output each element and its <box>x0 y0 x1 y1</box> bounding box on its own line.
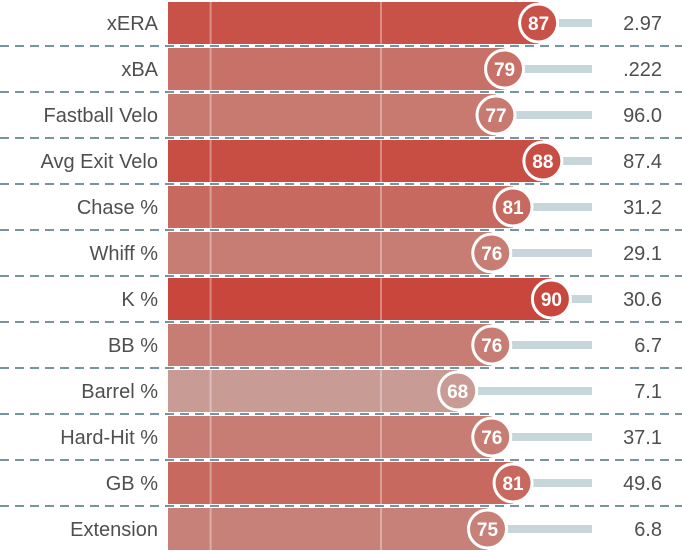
percentile-label: 68 <box>447 382 468 403</box>
stat-value: 2.97 <box>623 13 662 35</box>
category-label: Chase % <box>77 197 158 219</box>
percentile-track <box>496 111 592 119</box>
category-label: Extension <box>70 519 158 541</box>
percentile-track <box>457 387 592 395</box>
percentile-marker <box>475 94 517 136</box>
percentile-marker <box>471 232 513 274</box>
category-label: Whiff % <box>89 243 158 265</box>
stat-value: 37.1 <box>623 427 662 449</box>
percentile-bar <box>168 48 505 90</box>
percentile-label: 77 <box>485 106 506 127</box>
percentile-marker <box>437 370 479 412</box>
percentile-label: 79 <box>494 60 515 81</box>
percentile-track <box>487 525 592 533</box>
percentile-bar <box>168 508 488 550</box>
stat-value: 96.0 <box>623 105 662 127</box>
percentile-track <box>513 203 592 211</box>
category-label: Hard-Hit % <box>60 427 158 449</box>
stat-value: 7.1 <box>634 381 662 403</box>
percentile-label: 76 <box>481 428 502 449</box>
percentile-bar <box>168 186 514 228</box>
stat-value: 6.7 <box>634 335 662 357</box>
percentile-marker <box>471 324 513 366</box>
percentile-track <box>504 65 592 73</box>
percentile-track <box>513 479 592 487</box>
category-label: Barrel % <box>81 381 158 403</box>
category-label: K % <box>121 289 158 311</box>
percentile-track <box>542 157 592 165</box>
category-label: Fastball Velo <box>43 105 158 127</box>
percentile-marker <box>471 416 513 458</box>
percentile-bar <box>168 2 539 44</box>
percentile-bar <box>168 278 552 320</box>
percentile-marker <box>484 48 526 90</box>
percentile-bar <box>168 94 497 136</box>
category-label: GB % <box>106 473 158 495</box>
category-label: BB % <box>108 335 158 357</box>
percentile-label: 81 <box>502 474 524 495</box>
percentile-label: 81 <box>502 198 524 219</box>
stat-value: 6.8 <box>634 519 662 541</box>
percentile-bar <box>168 370 458 412</box>
percentile-bar <box>168 140 543 182</box>
stat-value: .222 <box>623 59 662 81</box>
percentile-label: 90 <box>541 290 562 311</box>
category-label: xERA <box>107 13 159 35</box>
percentile-label: 76 <box>481 336 502 357</box>
percentile-label: 88 <box>532 152 553 173</box>
percentile-track <box>491 341 592 349</box>
category-label: Avg Exit Velo <box>41 151 158 173</box>
percentile-track <box>491 433 592 441</box>
percentile-bar <box>168 232 492 274</box>
category-label: xBA <box>121 59 158 81</box>
percentile-marker <box>530 278 572 320</box>
stat-value: 49.6 <box>623 473 662 495</box>
percentile-marker <box>492 462 534 504</box>
percentile-marker <box>467 508 508 550</box>
percentile-bar <box>168 324 492 366</box>
stat-value: 30.6 <box>623 289 662 311</box>
percentile-bar <box>168 462 514 504</box>
stat-value: 87.4 <box>623 151 662 173</box>
stat-value: 29.1 <box>623 243 662 265</box>
percentile-marker <box>492 186 534 228</box>
percentile-track <box>538 19 592 27</box>
percentile-label: 87 <box>528 14 549 35</box>
percentile-bar <box>168 416 492 458</box>
percentile-marker <box>522 140 564 182</box>
percentile-label: 76 <box>481 244 502 265</box>
stat-value: 31.2 <box>623 197 662 219</box>
percentile-label: 75 <box>477 520 499 541</box>
percentile-track <box>491 249 592 257</box>
percentile-marker <box>518 2 560 44</box>
